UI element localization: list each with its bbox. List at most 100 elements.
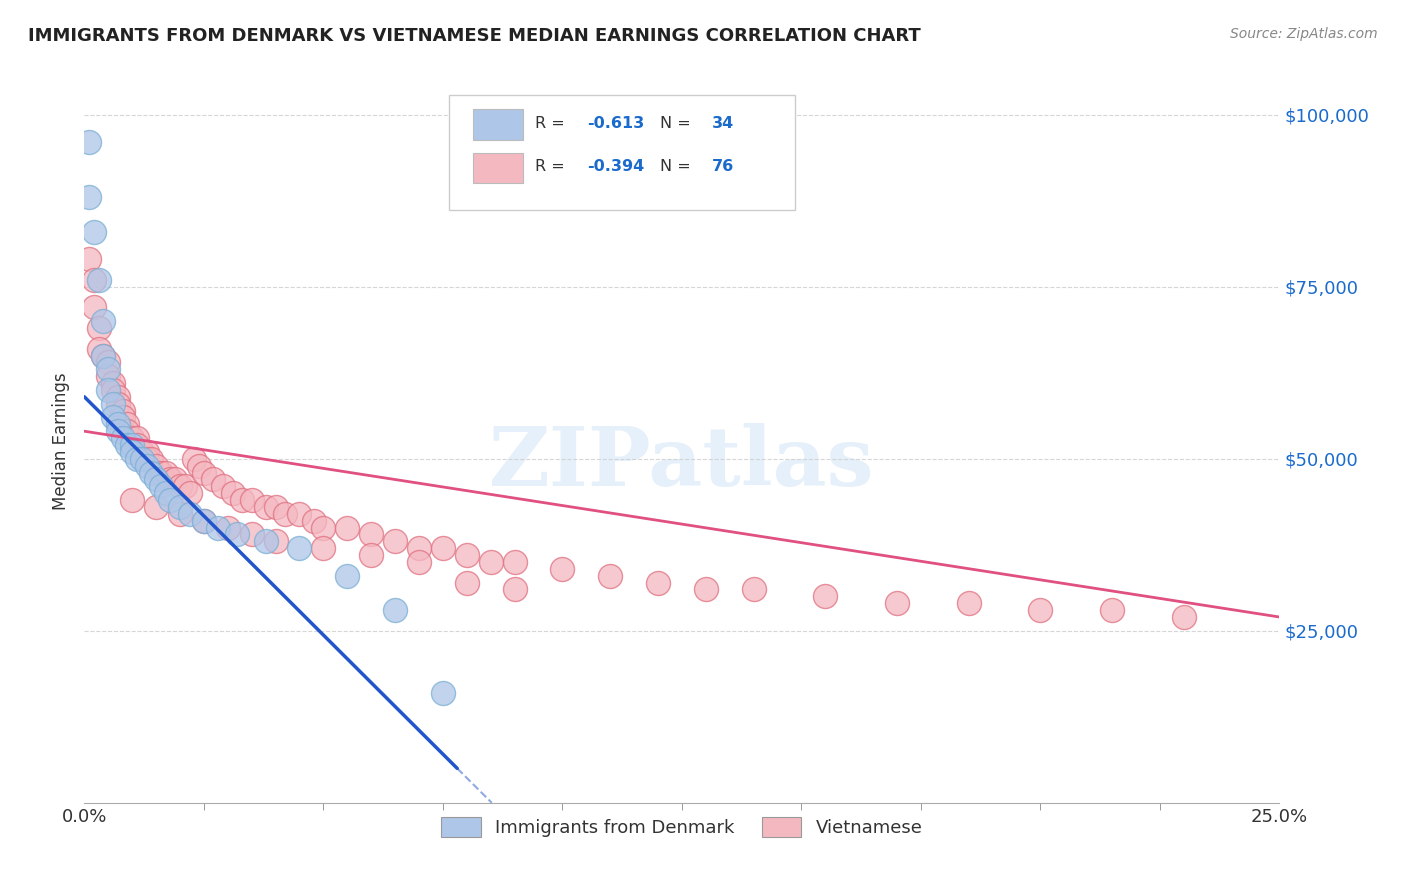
Point	[169, 500, 191, 514]
Point	[107, 390, 129, 404]
Point	[599, 568, 621, 582]
Point	[456, 548, 478, 562]
Point	[155, 486, 177, 500]
Point	[207, 520, 229, 534]
Point	[503, 555, 526, 569]
Point	[97, 362, 120, 376]
Point	[188, 458, 211, 473]
Point	[145, 500, 167, 514]
Point	[121, 431, 143, 445]
Point	[231, 493, 253, 508]
Y-axis label: Median Earnings: Median Earnings	[52, 373, 70, 510]
Point	[274, 507, 297, 521]
Point	[149, 479, 172, 493]
Point	[107, 417, 129, 432]
Text: Source: ZipAtlas.com: Source: ZipAtlas.com	[1230, 27, 1378, 41]
FancyBboxPatch shape	[449, 95, 796, 211]
Point	[77, 190, 100, 204]
Text: R =: R =	[534, 116, 569, 131]
Point	[77, 135, 100, 149]
Point	[408, 555, 430, 569]
Point	[312, 520, 335, 534]
Point	[456, 575, 478, 590]
FancyBboxPatch shape	[472, 153, 523, 183]
Point	[111, 403, 134, 417]
Point	[135, 458, 157, 473]
Point	[312, 541, 335, 556]
Point	[97, 369, 120, 384]
Point	[117, 438, 139, 452]
Point	[254, 534, 277, 549]
Point	[121, 493, 143, 508]
Text: N =: N =	[661, 116, 696, 131]
Point	[83, 225, 105, 239]
Point	[93, 349, 115, 363]
Point	[264, 534, 287, 549]
Point	[193, 466, 215, 480]
Text: -0.613: -0.613	[588, 116, 645, 131]
Point	[83, 301, 105, 315]
Text: ZIPatlas: ZIPatlas	[489, 423, 875, 503]
Point	[101, 383, 124, 397]
Point	[183, 451, 205, 466]
Point	[93, 314, 115, 328]
Point	[135, 445, 157, 459]
Point	[145, 472, 167, 486]
Point	[1101, 603, 1123, 617]
Point	[551, 562, 574, 576]
Point	[503, 582, 526, 597]
Point	[336, 520, 359, 534]
Point	[254, 500, 277, 514]
Point	[695, 582, 717, 597]
Point	[193, 514, 215, 528]
Text: IMMIGRANTS FROM DENMARK VS VIETNAMESE MEDIAN EARNINGS CORRELATION CHART: IMMIGRANTS FROM DENMARK VS VIETNAMESE ME…	[28, 27, 921, 45]
Text: N =: N =	[661, 160, 696, 175]
Point	[117, 424, 139, 438]
Point	[169, 479, 191, 493]
Text: 34: 34	[711, 116, 734, 131]
Point	[432, 541, 454, 556]
Point	[336, 568, 359, 582]
Point	[432, 686, 454, 700]
Point	[141, 466, 163, 480]
Text: R =: R =	[534, 160, 569, 175]
Point	[814, 590, 837, 604]
Point	[117, 417, 139, 432]
Point	[135, 451, 157, 466]
Point	[479, 555, 502, 569]
Point	[107, 424, 129, 438]
Point	[101, 410, 124, 425]
Point	[173, 479, 195, 493]
Point	[360, 527, 382, 541]
Point	[226, 527, 249, 541]
Point	[302, 514, 325, 528]
Legend: Immigrants from Denmark, Vietnamese: Immigrants from Denmark, Vietnamese	[434, 810, 929, 845]
Point	[97, 383, 120, 397]
Point	[360, 548, 382, 562]
Point	[159, 493, 181, 508]
Point	[121, 438, 143, 452]
Point	[647, 575, 669, 590]
Point	[408, 541, 430, 556]
Point	[107, 397, 129, 411]
Point	[159, 472, 181, 486]
Point	[179, 486, 201, 500]
Point	[1029, 603, 1052, 617]
Point	[141, 451, 163, 466]
Point	[193, 514, 215, 528]
Point	[125, 451, 148, 466]
FancyBboxPatch shape	[472, 109, 523, 139]
Point	[111, 410, 134, 425]
Point	[77, 252, 100, 267]
Point	[264, 500, 287, 514]
Point	[121, 445, 143, 459]
Point	[87, 273, 110, 287]
Point	[131, 445, 153, 459]
Point	[93, 349, 115, 363]
Point	[125, 438, 148, 452]
Point	[83, 273, 105, 287]
Point	[169, 507, 191, 521]
Point	[957, 596, 980, 610]
Point	[742, 582, 765, 597]
Point	[240, 493, 263, 508]
